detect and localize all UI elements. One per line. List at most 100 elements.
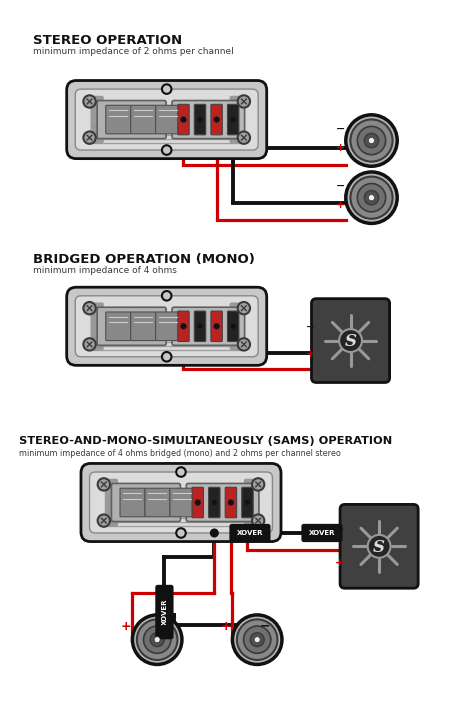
Text: +: +: [336, 201, 345, 210]
Circle shape: [230, 323, 236, 329]
FancyBboxPatch shape: [186, 484, 259, 522]
FancyBboxPatch shape: [172, 101, 245, 139]
Circle shape: [181, 117, 186, 122]
FancyBboxPatch shape: [311, 298, 390, 382]
FancyBboxPatch shape: [106, 312, 131, 341]
Circle shape: [230, 117, 236, 122]
Circle shape: [162, 352, 172, 362]
FancyBboxPatch shape: [228, 104, 239, 134]
Text: −: −: [260, 620, 270, 633]
FancyBboxPatch shape: [194, 104, 206, 134]
FancyBboxPatch shape: [120, 488, 145, 517]
Circle shape: [250, 633, 264, 646]
Text: −: −: [336, 124, 345, 134]
Text: −: −: [306, 322, 315, 332]
FancyBboxPatch shape: [225, 487, 237, 517]
Circle shape: [195, 500, 201, 505]
Circle shape: [357, 184, 386, 212]
FancyBboxPatch shape: [178, 311, 189, 341]
Circle shape: [197, 323, 203, 329]
Circle shape: [176, 467, 186, 477]
Text: +: +: [336, 143, 345, 153]
Circle shape: [162, 84, 172, 94]
FancyBboxPatch shape: [155, 312, 181, 341]
Circle shape: [181, 323, 186, 329]
FancyBboxPatch shape: [242, 487, 253, 517]
Circle shape: [252, 515, 264, 527]
Circle shape: [154, 636, 160, 643]
FancyBboxPatch shape: [192, 487, 203, 517]
Text: minimum impedance of 4 ohms: minimum impedance of 4 ohms: [33, 266, 177, 275]
FancyBboxPatch shape: [81, 463, 281, 541]
Circle shape: [83, 95, 96, 108]
Circle shape: [98, 478, 110, 491]
FancyBboxPatch shape: [131, 312, 155, 341]
Text: −: −: [335, 524, 344, 534]
Circle shape: [162, 291, 172, 301]
FancyBboxPatch shape: [230, 525, 270, 541]
Text: BRIDGED OPERATION (MONO): BRIDGED OPERATION (MONO): [33, 253, 255, 266]
Text: XOVER: XOVER: [162, 599, 167, 625]
FancyBboxPatch shape: [97, 307, 166, 346]
Text: +: +: [306, 349, 315, 359]
Circle shape: [254, 636, 260, 643]
Circle shape: [214, 117, 219, 122]
FancyBboxPatch shape: [244, 479, 257, 527]
FancyBboxPatch shape: [170, 488, 195, 517]
FancyBboxPatch shape: [67, 80, 267, 158]
Text: XOVER: XOVER: [309, 530, 335, 536]
Circle shape: [214, 323, 219, 329]
Text: STEREO OPERATION: STEREO OPERATION: [33, 34, 182, 47]
Circle shape: [346, 115, 397, 166]
Circle shape: [150, 633, 164, 646]
FancyBboxPatch shape: [229, 96, 243, 144]
Circle shape: [368, 535, 391, 558]
FancyBboxPatch shape: [91, 303, 104, 350]
FancyBboxPatch shape: [75, 89, 258, 150]
FancyBboxPatch shape: [228, 311, 239, 341]
Circle shape: [237, 620, 277, 660]
FancyBboxPatch shape: [211, 311, 222, 341]
Circle shape: [176, 528, 186, 538]
Circle shape: [137, 620, 177, 660]
Circle shape: [132, 615, 182, 665]
Circle shape: [162, 145, 172, 155]
Circle shape: [210, 529, 218, 536]
Circle shape: [144, 626, 171, 653]
Circle shape: [365, 133, 379, 148]
Circle shape: [232, 615, 282, 665]
Circle shape: [346, 172, 397, 223]
Circle shape: [83, 302, 96, 315]
Text: XOVER: XOVER: [237, 530, 263, 536]
Circle shape: [339, 329, 362, 352]
FancyBboxPatch shape: [97, 101, 166, 139]
FancyBboxPatch shape: [340, 504, 418, 589]
Circle shape: [357, 127, 386, 155]
Text: +: +: [335, 558, 344, 568]
FancyBboxPatch shape: [302, 525, 341, 541]
FancyBboxPatch shape: [131, 106, 155, 134]
Circle shape: [83, 132, 96, 144]
Circle shape: [237, 95, 250, 108]
FancyBboxPatch shape: [91, 96, 104, 144]
FancyBboxPatch shape: [75, 296, 258, 357]
Circle shape: [350, 120, 392, 162]
FancyBboxPatch shape: [105, 479, 118, 527]
Circle shape: [365, 191, 379, 205]
FancyBboxPatch shape: [67, 287, 267, 365]
Circle shape: [211, 500, 217, 505]
FancyBboxPatch shape: [111, 484, 181, 522]
FancyBboxPatch shape: [229, 303, 243, 350]
Text: S: S: [345, 333, 356, 350]
Circle shape: [252, 478, 264, 491]
FancyBboxPatch shape: [209, 487, 220, 517]
Circle shape: [237, 132, 250, 144]
FancyBboxPatch shape: [145, 488, 170, 517]
Text: S: S: [373, 539, 385, 555]
FancyBboxPatch shape: [156, 586, 173, 639]
Circle shape: [83, 338, 96, 351]
FancyBboxPatch shape: [155, 106, 181, 134]
Circle shape: [368, 137, 374, 144]
Text: minimum impedance of 4 ohms bridged (mono) and 2 ohms per channel stereo: minimum impedance of 4 ohms bridged (mon…: [19, 449, 341, 458]
FancyBboxPatch shape: [194, 311, 206, 341]
